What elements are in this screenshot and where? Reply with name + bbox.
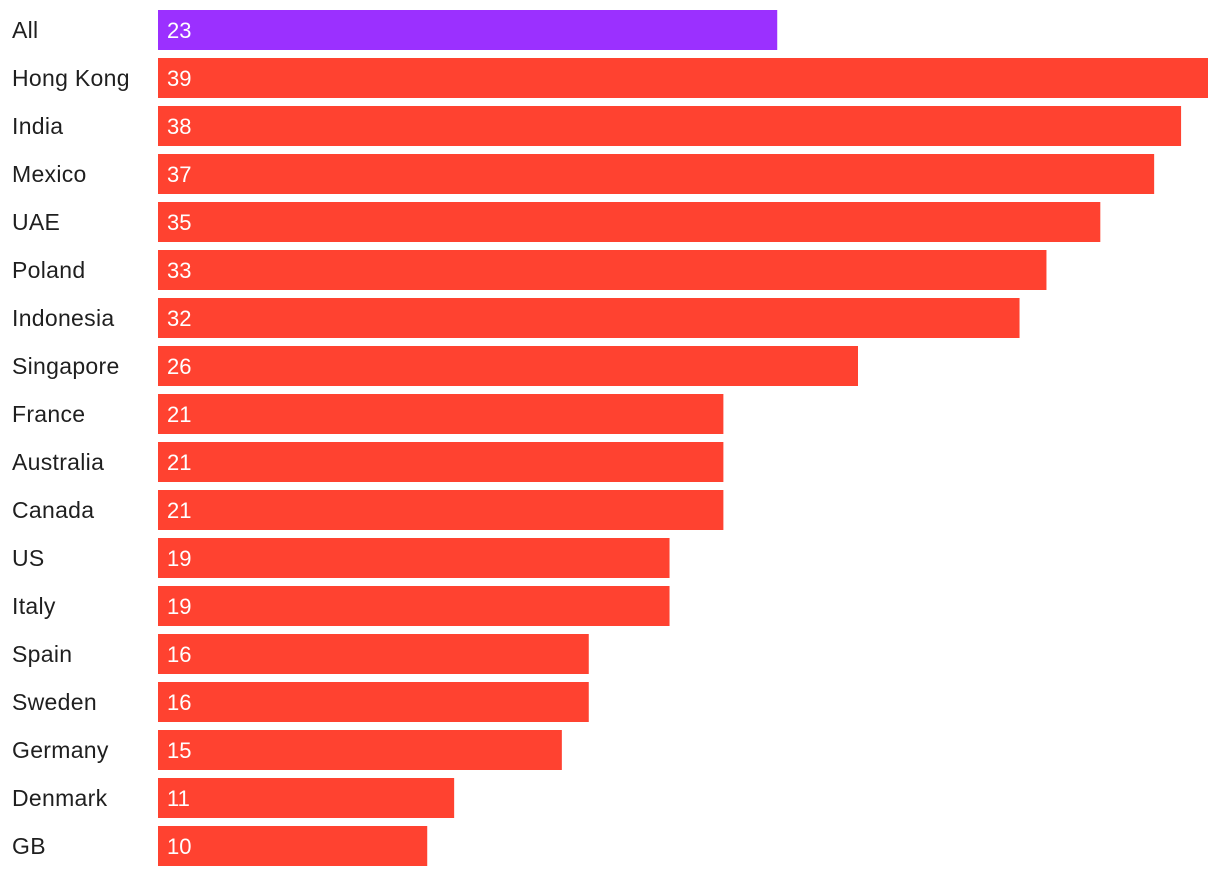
value-label: 23 xyxy=(167,18,191,43)
bar xyxy=(158,10,778,50)
bar-row: Denmark 11 xyxy=(12,778,455,818)
value-label: 11 xyxy=(167,786,190,811)
category-label: Indonesia xyxy=(12,305,114,331)
bar xyxy=(158,442,724,482)
bar-row: Germany 15 xyxy=(12,730,562,770)
bar xyxy=(158,826,428,866)
category-label: Sweden xyxy=(12,689,97,715)
bar-row: Singapore 26 xyxy=(12,346,858,386)
bar xyxy=(158,394,724,434)
bar-row: US 19 xyxy=(12,538,670,578)
bar-row: India 38 xyxy=(12,106,1182,146)
bar xyxy=(158,634,589,674)
bar xyxy=(158,250,1047,290)
bar xyxy=(158,538,670,578)
bar-row: Canada 21 xyxy=(12,490,724,530)
category-label: Hong Kong xyxy=(12,65,130,91)
bar xyxy=(158,298,1020,338)
bar-row: Spain 16 xyxy=(12,634,589,674)
bar xyxy=(158,202,1101,242)
bar-row: UAE 35 xyxy=(12,202,1101,242)
bar xyxy=(158,106,1182,146)
bar-row: Hong Kong 39 xyxy=(12,58,1208,98)
category-label: All xyxy=(12,17,38,43)
bar xyxy=(158,154,1155,194)
value-label: 32 xyxy=(167,306,191,331)
bar-row: Australia 21 xyxy=(12,442,724,482)
bar xyxy=(158,586,670,626)
bar-row: France 21 xyxy=(12,394,724,434)
value-label: 10 xyxy=(167,834,191,859)
bar xyxy=(158,58,1208,98)
bar xyxy=(158,346,858,386)
bar-row: GB 10 xyxy=(12,826,428,866)
value-label: 21 xyxy=(167,498,191,523)
value-label: 26 xyxy=(167,354,191,379)
value-label: 16 xyxy=(167,690,191,715)
value-label: 37 xyxy=(167,162,191,187)
value-label: 39 xyxy=(167,66,191,91)
category-label: Spain xyxy=(12,641,72,667)
category-label: Denmark xyxy=(12,785,108,811)
bar xyxy=(158,682,589,722)
value-label: 33 xyxy=(167,258,191,283)
category-label: Canada xyxy=(12,497,94,523)
bar-row: Italy 19 xyxy=(12,586,670,626)
value-label: 21 xyxy=(167,450,191,475)
value-label: 19 xyxy=(167,546,191,571)
category-label: Italy xyxy=(12,593,56,619)
value-label: 38 xyxy=(167,114,191,139)
bar xyxy=(158,778,455,818)
value-label: 19 xyxy=(167,594,191,619)
bar-row: Sweden 16 xyxy=(12,682,589,722)
bar-row: Indonesia 32 xyxy=(12,298,1020,338)
value-label: 15 xyxy=(167,738,191,763)
value-label: 35 xyxy=(167,210,191,235)
bar-row: Mexico 37 xyxy=(12,154,1155,194)
bar xyxy=(158,490,724,530)
category-label: Singapore xyxy=(12,353,120,379)
category-label: Mexico xyxy=(12,161,87,187)
bar xyxy=(158,730,562,770)
category-label: Australia xyxy=(12,449,104,475)
category-label: France xyxy=(12,401,85,427)
bar-row: All 23 xyxy=(12,10,778,50)
category-label: Poland xyxy=(12,257,85,283)
category-label: India xyxy=(12,113,63,139)
category-label: US xyxy=(12,545,45,571)
bar-row: Poland 33 xyxy=(12,250,1047,290)
category-label: Germany xyxy=(12,737,109,763)
category-label: UAE xyxy=(12,209,60,235)
category-label: GB xyxy=(12,833,46,859)
value-label: 16 xyxy=(167,642,191,667)
value-label: 21 xyxy=(167,402,191,427)
